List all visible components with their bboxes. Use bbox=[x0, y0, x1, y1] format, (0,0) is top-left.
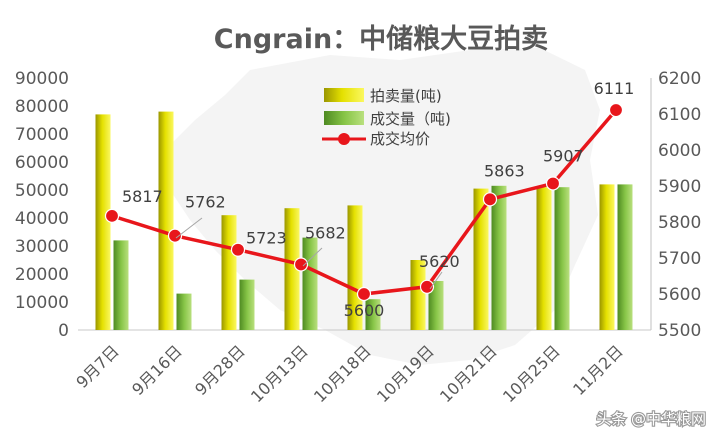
y-left-tick-label: 30000 bbox=[15, 237, 69, 257]
bar-deal bbox=[302, 237, 318, 330]
y-left-tick-label: 20000 bbox=[15, 265, 69, 285]
price-data-label: 5723 bbox=[246, 229, 287, 248]
price-point bbox=[545, 176, 561, 191]
bar-deal bbox=[176, 293, 192, 330]
y-left-tick-label: 90000 bbox=[15, 69, 69, 89]
legend: 拍卖量(吨) 成交量（吨) 成交均价 bbox=[322, 87, 451, 148]
y-axis-right: 5500 5600 5700 5800 5900 6000 6100 6200 bbox=[658, 69, 701, 341]
y-right-tick-label: 5600 bbox=[658, 285, 701, 305]
y-left-tick-label: 50000 bbox=[15, 181, 69, 201]
y-right-tick-label: 5800 bbox=[658, 213, 701, 233]
bar-deal bbox=[428, 281, 444, 330]
y-right-tick-label: 5700 bbox=[658, 249, 701, 269]
bar-deal bbox=[491, 185, 507, 330]
price-data-label: 5907 bbox=[543, 146, 584, 165]
bar-auction bbox=[221, 215, 237, 330]
x-axis: 9月7日 9月16日 9月28日10月13日10月18日10月19日10月21日10… bbox=[72, 341, 626, 406]
y-right-tick-label: 5500 bbox=[658, 321, 701, 341]
price-point bbox=[608, 102, 624, 118]
x-tick-label: 11月2日 bbox=[569, 341, 627, 399]
bar-auction bbox=[158, 111, 174, 330]
price-data-label: 5863 bbox=[484, 161, 525, 180]
legend-swatch-deal bbox=[324, 111, 364, 125]
price-data-label: 5817 bbox=[122, 187, 163, 206]
x-tick-label: 10月25日 bbox=[499, 341, 564, 406]
bar-auction bbox=[473, 188, 489, 330]
y-right-tick-label: 6100 bbox=[658, 105, 701, 125]
y-left-tick-label: 40000 bbox=[15, 209, 69, 229]
data-labels-group: 5817 5762 5723 5682 5600 5620 5863 5907 6111 bbox=[122, 79, 634, 320]
price-point bbox=[230, 242, 246, 257]
bar-deal bbox=[113, 240, 129, 330]
price-point bbox=[167, 228, 183, 243]
bar-auction bbox=[536, 187, 552, 330]
chart-title: Cngrain：中储粮大豆拍卖 bbox=[214, 23, 548, 55]
price-point bbox=[104, 208, 120, 223]
bar-auction bbox=[347, 205, 363, 330]
price-point bbox=[482, 192, 498, 207]
y-left-tick-label: 10000 bbox=[15, 293, 69, 313]
y-left-tick-label: 80000 bbox=[15, 97, 69, 117]
legend-label-auction: 拍卖量(吨) bbox=[370, 87, 442, 105]
price-data-label: 5682 bbox=[305, 223, 346, 242]
bar-auction bbox=[410, 260, 426, 330]
y-left-tick-label: 0 bbox=[58, 321, 69, 341]
legend-label-price: 成交均价 bbox=[370, 130, 430, 148]
legend-marker-price bbox=[338, 133, 350, 145]
x-tick-label: 9月16日 bbox=[128, 341, 186, 399]
price-data-label: 6111 bbox=[594, 79, 635, 98]
y-axis-left: 0 10000 20000 30000 40000 50000 60000 70000 8000… bbox=[15, 69, 69, 341]
x-tick-label: 10月18日 bbox=[310, 341, 375, 406]
y-right-tick-label: 6200 bbox=[658, 69, 701, 89]
label-leader-line bbox=[175, 217, 203, 239]
bar-deal bbox=[365, 299, 381, 330]
price-point bbox=[419, 279, 435, 294]
x-tick-label: 10月13日 bbox=[247, 341, 312, 406]
bar-auction bbox=[284, 208, 300, 330]
price-data-label: 5600 bbox=[344, 301, 385, 320]
price-point bbox=[356, 286, 372, 302]
bar-deal bbox=[554, 187, 570, 330]
map-background bbox=[165, 48, 600, 365]
legend-label-deal: 成交量（吨) bbox=[370, 110, 451, 128]
bars-group bbox=[95, 111, 633, 331]
label-leader-line bbox=[302, 247, 323, 267]
price-data-label: 5620 bbox=[419, 252, 460, 271]
bar-deal bbox=[617, 184, 633, 330]
x-tick-label: 9月7日 bbox=[72, 341, 122, 391]
y-right-tick-label: 5900 bbox=[658, 177, 701, 197]
line-series-group bbox=[104, 102, 624, 302]
y-left-tick-label: 60000 bbox=[15, 153, 69, 173]
watermark: 头条 @中华粮网 bbox=[596, 410, 706, 428]
legend-swatch-auction bbox=[324, 88, 364, 102]
label-leader-line bbox=[429, 271, 443, 290]
bar-auction bbox=[599, 184, 615, 330]
x-tick-label: 9月28日 bbox=[191, 341, 249, 399]
y-left-tick-label: 70000 bbox=[15, 125, 69, 145]
bar-deal bbox=[239, 279, 255, 330]
price-point bbox=[293, 257, 309, 272]
y-right-tick-label: 6000 bbox=[658, 141, 701, 161]
bar-auction bbox=[95, 114, 111, 331]
price-data-label: 5762 bbox=[185, 193, 226, 212]
